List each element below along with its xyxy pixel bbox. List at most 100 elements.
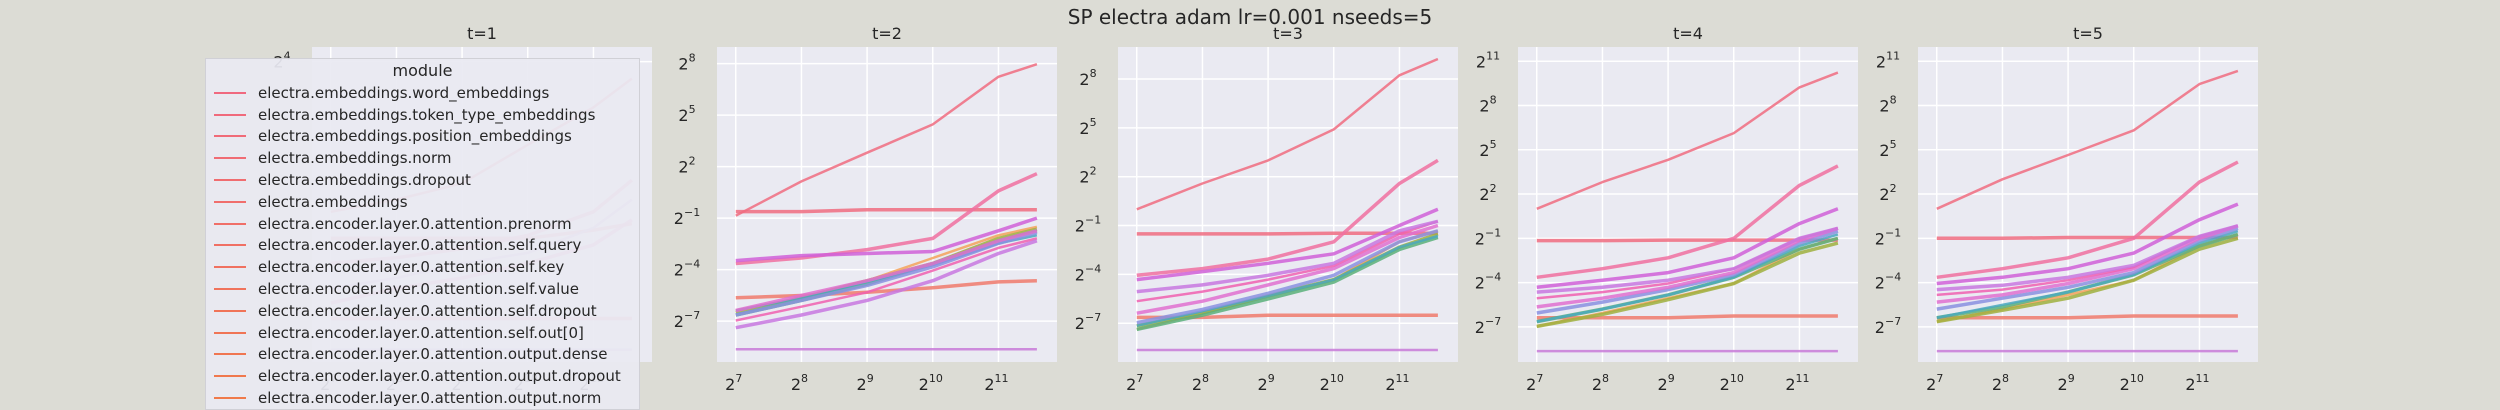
x-tick-label: 210 xyxy=(919,372,943,394)
series-line xyxy=(735,229,1038,313)
panel-title: t=2 xyxy=(872,24,902,43)
x-tick-label: 27 xyxy=(1126,372,1143,394)
series-line xyxy=(1136,223,1439,315)
legend-swatch xyxy=(214,331,246,334)
series-line xyxy=(1136,235,1439,332)
legend: module electra.embeddings.word_embedding… xyxy=(205,58,640,410)
legend-item: electra.embeddings.token_type_embeddings xyxy=(206,104,639,126)
series-line xyxy=(1136,234,1439,328)
series-line xyxy=(1536,241,1839,329)
y-tick-label: 2−1 xyxy=(1475,226,1501,248)
legend-item: electra.encoder.layer.0.attention.output… xyxy=(206,365,639,387)
x-tick-label: 210 xyxy=(1320,372,1344,394)
plot-area xyxy=(717,47,1057,362)
x-tick-label: 28 xyxy=(1592,372,1609,394)
legend-label: electra.embeddings.word_embeddings xyxy=(258,83,550,102)
legend-swatch xyxy=(214,113,246,116)
series-line xyxy=(1936,160,2239,280)
chart-panel: t=5 27 28 29 210 211 211 28 25 22 2−1 2−4 2−7 xyxy=(1875,24,2258,394)
series-line xyxy=(735,237,1038,322)
y-tick-label: 2−7 xyxy=(1075,311,1101,333)
legend-swatch xyxy=(214,91,246,94)
panel-title: t=5 xyxy=(2073,24,2103,43)
x-tick-label: 29 xyxy=(2058,372,2075,394)
series-line xyxy=(1936,236,2239,324)
panel-title: t=4 xyxy=(1673,24,1703,43)
chart-panel: t=4 27 28 29 210 211 211 28 25 22 2−1 2−4 2−7 xyxy=(1475,24,1858,394)
y-tick-label: 28 xyxy=(1879,94,1896,116)
plot-area xyxy=(1518,47,1858,362)
legend-label: electra.embeddings.norm xyxy=(258,149,452,168)
legend-title: module xyxy=(392,61,453,80)
y-tick-label: 25 xyxy=(678,103,695,125)
legend-label: electra.encoder.layer.0.attention.self.o… xyxy=(258,323,584,342)
y-tick-label: 2−1 xyxy=(674,206,700,228)
y-tick-label: 2−4 xyxy=(1075,262,1101,284)
legend-item: electra.embeddings.dropout xyxy=(206,169,639,191)
legend-item: electra.encoder.layer.0.attention.self.v… xyxy=(206,278,639,300)
legend-swatch xyxy=(214,397,246,400)
legend-label: electra.embeddings.token_type_embeddings xyxy=(258,105,596,124)
legend-label: electra.encoder.layer.0.attention.self.v… xyxy=(258,280,580,299)
series-line xyxy=(735,230,1038,317)
legend-label: electra.encoder.layer.0.attention.self.q… xyxy=(258,236,582,255)
legend-label: electra.encoder.layer.0.attention.prenor… xyxy=(258,214,572,233)
series-line xyxy=(1936,202,2239,286)
series-line xyxy=(1936,230,2239,319)
legend-item: electra.encoder.layer.0.attention.prenor… xyxy=(206,213,639,235)
y-tick-label: 2−1 xyxy=(1875,226,1901,248)
series-line xyxy=(735,208,1037,214)
x-tick-label: 29 xyxy=(857,372,874,394)
legend-label: electra.embeddings.position_embeddings xyxy=(258,127,572,146)
legend-label: electra.encoder.layer.0.attention.self.d… xyxy=(258,301,597,320)
series-line xyxy=(1536,229,1839,315)
series-line xyxy=(1936,69,2239,210)
series-line xyxy=(1536,71,1839,210)
y-tick-label: 2−4 xyxy=(674,258,700,280)
legend-swatch xyxy=(214,309,246,312)
legend-label: electra.embeddings.dropout xyxy=(258,171,471,190)
legend-label: electra.encoder.layer.0.attention.output… xyxy=(258,389,602,408)
legend-swatch xyxy=(214,179,246,182)
legend-label: electra.encoder.layer.0.attention.output… xyxy=(258,345,608,364)
legend-item: electra.embeddings xyxy=(206,191,639,213)
series-line xyxy=(1136,220,1439,303)
legend-item: electra.encoder.layer.0.attention.output… xyxy=(206,344,639,366)
legend-item: electra.encoder.layer.0.attention.self.d… xyxy=(206,300,639,322)
x-tick-label: 28 xyxy=(1192,372,1209,394)
figure-title: SP electra adam lr=0.001 nseeds=5 xyxy=(1068,5,1432,29)
x-tick-label: 27 xyxy=(725,372,742,394)
series-line xyxy=(1936,224,2239,292)
legend-swatch xyxy=(214,266,246,269)
legend-item: electra.embeddings.position_embeddings xyxy=(206,126,639,148)
x-tick-label: 27 xyxy=(1526,372,1543,394)
x-tick-label: 27 xyxy=(1926,372,1943,394)
x-tick-label: 28 xyxy=(791,372,808,394)
legend-swatch xyxy=(214,288,246,291)
x-tick-label: 210 xyxy=(2120,372,2144,394)
legend-item: electra.encoder.layer.0.attention.self.k… xyxy=(206,256,639,278)
legend-label: electra.encoder.layer.0.attention.self.k… xyxy=(258,258,565,277)
series-line xyxy=(1136,219,1439,294)
legend-item: electra.encoder.layer.0.attention.self.o… xyxy=(206,322,639,344)
series-line xyxy=(735,63,1038,217)
legend-swatch xyxy=(214,200,246,203)
legend-label: electra.encoder.layer.0.attention.output… xyxy=(258,367,621,386)
y-tick-label: 25 xyxy=(1879,138,1896,160)
y-tick-label: 22 xyxy=(1479,182,1496,204)
x-tick-label: 211 xyxy=(2185,372,2209,394)
legend-swatch xyxy=(214,135,246,138)
chart-panel: t=3 27 28 29 210 211 28 25 22 2−1 2−4 2−7 xyxy=(1075,24,1458,394)
y-tick-label: 211 xyxy=(1876,49,1900,71)
x-tick-label: 29 xyxy=(1658,372,1675,394)
series-line xyxy=(1136,57,1439,211)
y-tick-label: 2−4 xyxy=(1875,271,1901,293)
panel-title: t=3 xyxy=(1273,24,1303,43)
y-tick-label: 22 xyxy=(1879,182,1896,204)
x-tick-label: 210 xyxy=(1720,372,1744,394)
legend-item: electra.encoder.layer.0.attention.output… xyxy=(206,387,639,409)
plot-area xyxy=(1118,47,1458,362)
series-line xyxy=(1536,164,1839,280)
y-tick-label: 2−7 xyxy=(1875,315,1901,337)
y-tick-label: 2−7 xyxy=(1475,315,1501,337)
